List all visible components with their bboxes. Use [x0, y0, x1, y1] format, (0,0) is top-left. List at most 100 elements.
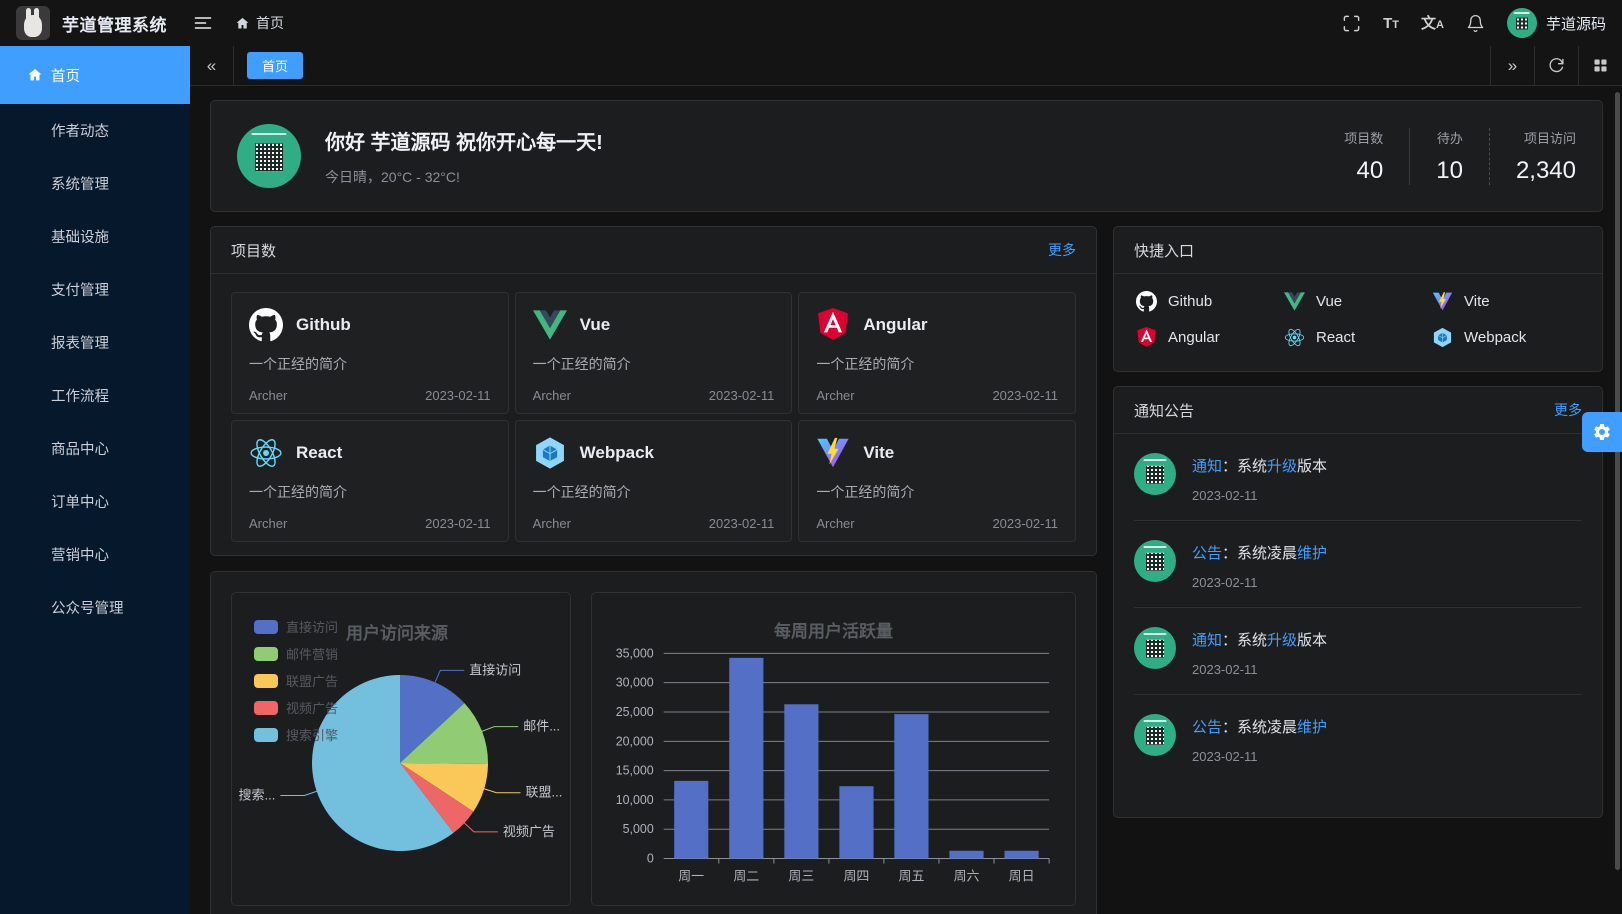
- legend-item[interactable]: 搜索引擎: [254, 725, 338, 744]
- sidebar-item-label: 首页: [51, 68, 80, 85]
- collapse-left-icon[interactable]: «: [190, 46, 234, 85]
- stat-label: 项目数: [1344, 130, 1384, 146]
- legend-swatch: [254, 700, 278, 715]
- shortcut-label: Angular: [1168, 329, 1220, 346]
- project-card-vite[interactable]: Vite 一个正经的简介 Archer 2023-02-11: [798, 420, 1076, 542]
- breadcrumb[interactable]: 首页: [235, 13, 284, 33]
- chevron-down-icon: [160, 178, 172, 190]
- stat-label: 项目访问: [1523, 130, 1576, 146]
- project-card-react[interactable]: React 一个正经的简介 Archer 2023-02-11: [231, 420, 509, 542]
- expand-right-icon[interactable]: »: [1490, 46, 1534, 85]
- notice-item[interactable]: 通知：系统升级版本 2023-02-11: [1134, 608, 1582, 695]
- shortcut-vue[interactable]: Vue: [1284, 291, 1432, 312]
- sidebar-item-label: 支付管理: [51, 283, 109, 299]
- chevron-down-icon: [160, 443, 172, 455]
- sidebar-item-workflow[interactable]: 工作流程: [0, 369, 190, 422]
- welcome-greeting: 你好 芋道源码 祝你开心每一天!: [325, 131, 603, 154]
- grid-icon[interactable]: [1578, 46, 1622, 85]
- stat-value: 10: [1436, 156, 1463, 184]
- legend-item[interactable]: 邮件营销: [254, 644, 338, 663]
- svg-text:20,000: 20,000: [616, 734, 654, 748]
- settings-fab[interactable]: [1582, 412, 1622, 452]
- project-card-github[interactable]: Github 一个正经的简介 Archer 2023-02-11: [231, 292, 509, 414]
- bell-icon[interactable]: [1466, 14, 1485, 33]
- notice-item[interactable]: 通知：系统升级版本 2023-02-11: [1134, 434, 1582, 521]
- welcome-avatar: [237, 124, 301, 188]
- react-icon: [249, 436, 283, 470]
- shortcut-webpack[interactable]: Webpack: [1432, 327, 1580, 348]
- svg-text:周日: 周日: [1009, 868, 1035, 883]
- scrollbar[interactable]: [1615, 92, 1620, 870]
- legend-label: 搜索引擎: [286, 728, 339, 743]
- sidebar-item-report[interactable]: 报表管理: [0, 316, 190, 369]
- topbar: 芋道管理系统 首页 TT 文A 芋道源码: [0, 0, 1622, 46]
- sidebar-item-product[interactable]: 商品中心: [0, 422, 190, 475]
- project-description: 一个正经的简介: [532, 484, 631, 500]
- project-name: React: [296, 443, 343, 462]
- sidebar-item-label: 营销中心: [51, 548, 109, 564]
- legend-item[interactable]: 视频广告: [254, 698, 338, 717]
- project-card-angular[interactable]: Angular 一个正经的简介 Archer 2023-02-11: [798, 292, 1076, 414]
- projects-title: 项目数: [231, 242, 277, 260]
- legend-label: 视频广告: [286, 701, 339, 716]
- sidebar-item-label: 商品中心: [51, 442, 109, 458]
- fullscreen-icon[interactable]: [1342, 14, 1361, 33]
- legend-swatch: [254, 727, 278, 742]
- sidebar-item-marketing[interactable]: 营销中心: [0, 528, 190, 581]
- angular-icon: [816, 308, 850, 342]
- notices-title: 通知公告: [1134, 402, 1195, 420]
- sidebar-item-system[interactable]: 系统管理: [0, 157, 190, 210]
- shortcut-angular[interactable]: Angular: [1136, 327, 1284, 348]
- pie-chart[interactable]: 直接访问邮件...联盟...视频广告搜索...: [232, 593, 570, 905]
- legend-label: 联盟广告: [286, 674, 339, 689]
- chevron-down-icon: [160, 602, 172, 614]
- hamburger-icon[interactable]: [193, 13, 213, 33]
- bar-chart[interactable]: 0 5,000 10,000 15,000 20,000 25,000 30,000 35,0…: [592, 593, 1075, 905]
- project-date: 2023-02-11: [992, 516, 1058, 531]
- notice-title: 公告：系统凌晨维护: [1192, 719, 1328, 736]
- notice-item[interactable]: 公告：系统凌晨维护 2023-02-11: [1134, 521, 1582, 608]
- shortcut-vite[interactable]: Vite: [1432, 291, 1580, 312]
- svg-text:15,000: 15,000: [616, 764, 654, 778]
- notice-date: 2023-02-11: [1192, 488, 1258, 503]
- notice-item[interactable]: 公告：系统凌晨维护 2023-02-11: [1134, 695, 1582, 781]
- notice-title: 通知：系统升级版本: [1192, 632, 1328, 649]
- sidebar-item-order[interactable]: 订单中心: [0, 475, 190, 528]
- project-date: 2023-02-11: [708, 388, 775, 403]
- sidebar-item-label: 订单中心: [51, 495, 109, 511]
- notice-date: 2023-02-11: [1192, 749, 1258, 764]
- notices-more-link[interactable]: 更多: [1554, 402, 1582, 418]
- shortcut-react[interactable]: React: [1284, 327, 1432, 348]
- tabs: 首页: [234, 46, 1490, 85]
- language-icon[interactable]: 文A: [1421, 14, 1444, 32]
- notice-avatar: [1134, 627, 1176, 669]
- sidebar-item-pay[interactable]: 支付管理: [0, 263, 190, 316]
- home-icon: [235, 16, 250, 31]
- tab-home[interactable]: 首页: [247, 52, 304, 79]
- legend-item[interactable]: 联盟广告: [254, 671, 338, 690]
- sidebar-item-label: 报表管理: [51, 336, 109, 352]
- shortcut-label: Github: [1168, 293, 1213, 310]
- pie-legend: 直接访问 邮件营销 联盟广告 视频广告 搜索引擎: [254, 617, 338, 744]
- legend-item[interactable]: 直接访问: [254, 617, 338, 636]
- project-card-vue[interactable]: Vue 一个正经的简介 Archer 2023-02-11: [514, 292, 793, 414]
- projects-more-link[interactable]: 更多: [1048, 242, 1076, 258]
- webpack-icon: [533, 436, 567, 470]
- shortcut-github[interactable]: Github: [1136, 291, 1284, 312]
- chevron-down-icon: [160, 390, 172, 402]
- projects-panel: 项目数 更多 Github 一个正经的简介 Archer 2023-02-11 …: [210, 226, 1097, 556]
- sidebar-item-infra[interactable]: 基础设施: [0, 210, 190, 263]
- project-card-webpack[interactable]: Webpack 一个正经的简介 Archer 2023-02-11: [514, 420, 793, 542]
- sidebar-item-home[interactable]: 首页: [0, 46, 190, 104]
- refresh-icon[interactable]: [1534, 46, 1578, 85]
- svg-text:周一: 周一: [678, 868, 704, 883]
- sidebar-item-label: 公众号管理: [51, 601, 124, 617]
- user-menu[interactable]: 芋道源码: [1506, 8, 1606, 38]
- avatar: [1506, 8, 1537, 38]
- font-size-icon[interactable]: TT: [1383, 14, 1400, 32]
- notices-list: 通知：系统升级版本 2023-02-11 公告：系统凌晨维护 2023-02-1…: [1114, 434, 1602, 781]
- sidebar: 首页 作者动态 系统管理 基础设施 支付管理 报表管理 工作流程 商品中心 订单…: [0, 46, 190, 914]
- sidebar-item-mp[interactable]: 公众号管理: [0, 581, 190, 634]
- sidebar-item-author[interactable]: 作者动态: [0, 104, 190, 157]
- project-name: Angular: [863, 315, 928, 334]
